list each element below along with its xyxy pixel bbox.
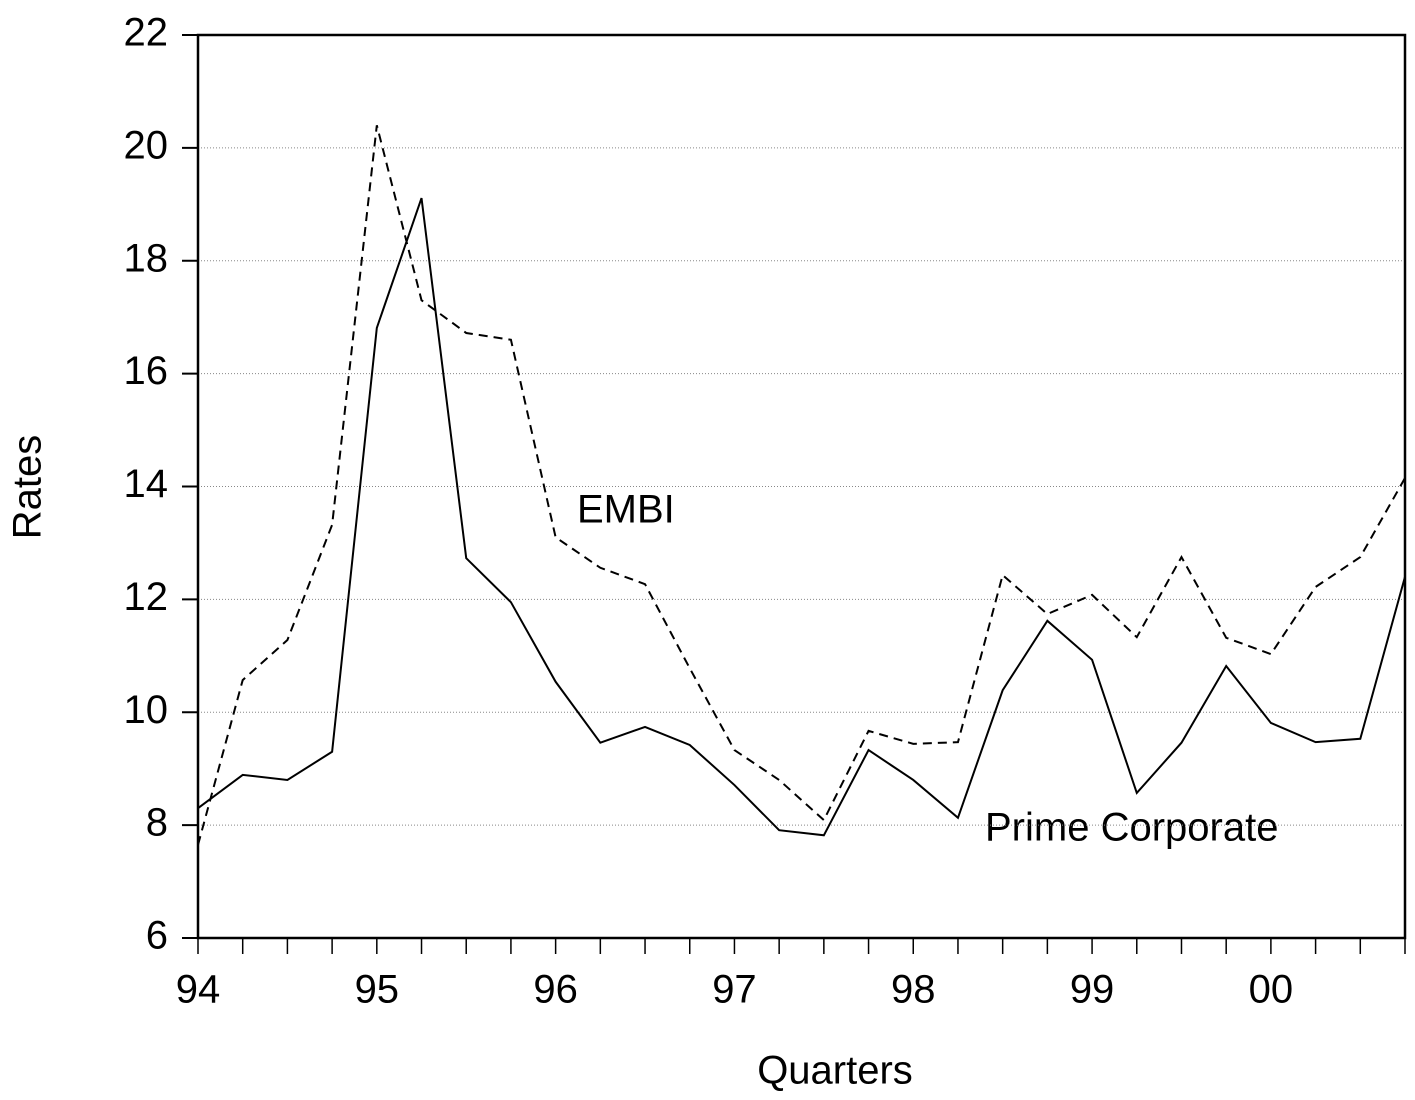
x-tick-label: 99 bbox=[1070, 968, 1115, 1012]
y-tick-label: 8 bbox=[146, 801, 168, 845]
series-annotation: Prime Corporate bbox=[985, 806, 1278, 850]
series-line bbox=[197, 197, 1406, 837]
y-tick-label: 22 bbox=[124, 11, 169, 55]
x-tick-label: 94 bbox=[176, 968, 221, 1012]
x-tick-label: 98 bbox=[891, 968, 936, 1012]
plot-frame bbox=[196, 33, 1407, 940]
x-axis-label: Quarters bbox=[757, 1049, 913, 1093]
y-axis-label: Rates bbox=[6, 435, 50, 540]
x-tick-label: 96 bbox=[533, 968, 578, 1012]
x-tick-label: 00 bbox=[1249, 968, 1294, 1012]
y-tick-label: 12 bbox=[124, 575, 169, 619]
x-tick-label: 95 bbox=[355, 968, 400, 1012]
y-tick-label: 18 bbox=[124, 236, 169, 280]
y-tick-label: 14 bbox=[124, 462, 169, 506]
y-tick-label: 16 bbox=[124, 349, 169, 393]
y-tick-label: 20 bbox=[124, 123, 169, 167]
y-tick-label: 10 bbox=[124, 688, 169, 732]
series-annotation: EMBI bbox=[577, 488, 675, 532]
series-line bbox=[197, 125, 1406, 846]
x-tick-label: 97 bbox=[712, 968, 757, 1012]
y-tick-label: 6 bbox=[146, 914, 168, 958]
